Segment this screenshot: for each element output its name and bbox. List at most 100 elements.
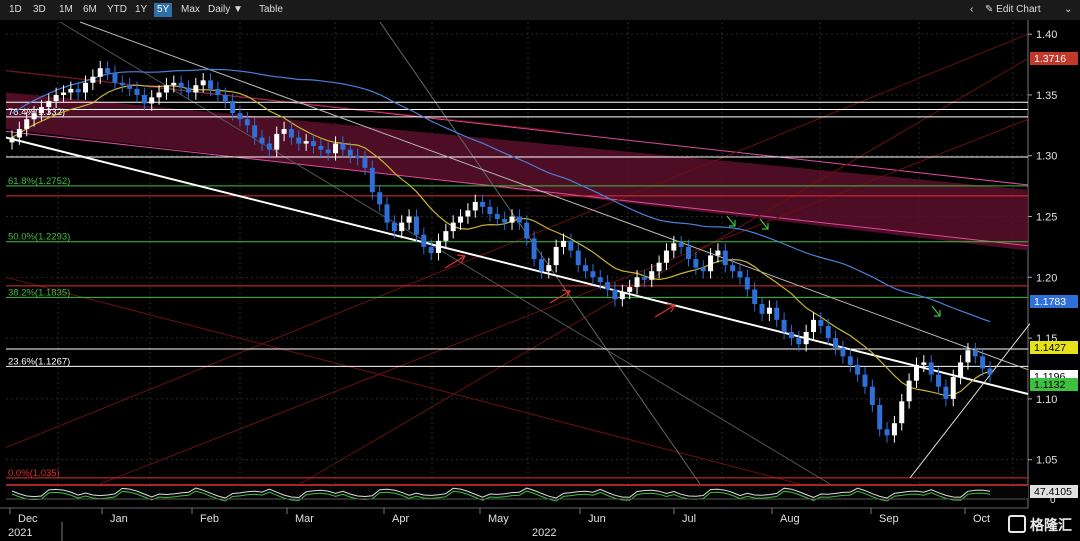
candle-body bbox=[281, 128, 287, 134]
candle-body bbox=[656, 262, 662, 272]
y-tick-label: 1.05 bbox=[1036, 455, 1057, 467]
x-tick-label: Dec bbox=[18, 513, 38, 525]
range-1d[interactable]: 1D bbox=[9, 4, 22, 15]
chevron-down-icon[interactable]: ⌄ bbox=[1064, 4, 1073, 15]
candle-body bbox=[193, 85, 199, 93]
green-arrow-head bbox=[934, 310, 941, 317]
candle-body bbox=[781, 319, 787, 333]
channel-band bbox=[6, 92, 1028, 251]
support-trendline bbox=[5, 136, 1029, 396]
candle-body bbox=[105, 68, 111, 74]
candle-body bbox=[788, 332, 794, 339]
candle-body bbox=[833, 338, 839, 348]
candle-body bbox=[553, 246, 559, 266]
candle-body bbox=[200, 80, 206, 86]
candle-body bbox=[561, 240, 567, 247]
interval-dropdown[interactable]: Daily ▼ bbox=[208, 4, 243, 15]
candle-body bbox=[369, 167, 375, 193]
candle-body bbox=[913, 364, 919, 381]
candle-body bbox=[950, 377, 956, 399]
candle-body bbox=[502, 218, 508, 223]
x-tick-label: Sep bbox=[879, 513, 899, 525]
y-axis-panel bbox=[1028, 20, 1080, 508]
fib-label: 0.0%(1.035) bbox=[8, 468, 60, 479]
candle-body bbox=[428, 246, 434, 253]
y-tick-label: 1.20 bbox=[1036, 272, 1057, 284]
candle-body bbox=[634, 277, 640, 288]
candle-body bbox=[333, 143, 339, 154]
red-arrow-head bbox=[456, 254, 466, 264]
rising-trendline bbox=[909, 323, 1031, 479]
indicator-line-green bbox=[11, 490, 991, 502]
candle-body bbox=[605, 282, 611, 290]
candle-body bbox=[862, 374, 868, 387]
watermark-logo-icon bbox=[1008, 515, 1026, 533]
y-tick-label: 1.25 bbox=[1036, 212, 1057, 224]
chevron-left-icon[interactable]: ‹ bbox=[970, 4, 974, 15]
candle-body bbox=[185, 87, 191, 93]
candle-body bbox=[399, 222, 405, 232]
candle-body bbox=[855, 364, 861, 375]
candle-body bbox=[980, 356, 986, 369]
x-axis-panel bbox=[0, 508, 1080, 541]
candle-body bbox=[303, 141, 309, 144]
range-1y[interactable]: 1Y bbox=[135, 4, 148, 15]
candle-body bbox=[178, 82, 184, 88]
candle-body bbox=[590, 271, 596, 278]
range-max[interactable]: Max bbox=[181, 4, 200, 15]
candle-body bbox=[671, 243, 677, 251]
candle-body bbox=[958, 362, 964, 378]
candles-group bbox=[9, 60, 993, 443]
candle-body bbox=[318, 146, 324, 150]
candle-body bbox=[252, 125, 258, 138]
green-arrow-icon bbox=[931, 305, 941, 317]
candle-body bbox=[244, 119, 250, 126]
price-tag-label: 1.1783 bbox=[1034, 296, 1066, 308]
candle-body bbox=[928, 362, 934, 375]
candle-body bbox=[215, 88, 221, 95]
table-button[interactable]: Table bbox=[259, 4, 283, 15]
candle-body bbox=[60, 92, 66, 95]
x-tick-label: Jun bbox=[588, 513, 606, 525]
range-5y[interactable]: 5Y bbox=[154, 3, 173, 17]
candle-body bbox=[310, 141, 316, 147]
candle-body bbox=[700, 267, 706, 272]
candle-body bbox=[90, 76, 96, 83]
range-ytd[interactable]: YTD bbox=[107, 4, 127, 15]
candle-body bbox=[288, 128, 294, 138]
range-1m[interactable]: 1M bbox=[59, 4, 73, 15]
candle-body bbox=[891, 423, 897, 436]
candle-body bbox=[972, 350, 978, 357]
range-3d[interactable]: 3D bbox=[33, 4, 46, 15]
candle-body bbox=[391, 222, 397, 232]
candle-body bbox=[362, 158, 368, 168]
edit-chart-button[interactable]: ✎ Edit Chart bbox=[985, 4, 1041, 15]
candle-body bbox=[516, 216, 522, 223]
candle-body bbox=[119, 82, 125, 86]
x-tick-label: Mar bbox=[295, 513, 314, 525]
candle-body bbox=[627, 287, 633, 292]
candle-body bbox=[899, 401, 905, 424]
x-tick-label: Oct bbox=[973, 513, 990, 525]
y-tick-label: 1.40 bbox=[1036, 29, 1057, 41]
price-tag-label: 1.1427 bbox=[1034, 342, 1066, 354]
x-tick-label: Feb bbox=[200, 513, 219, 525]
fib-label: 61.8%(1.2752) bbox=[8, 176, 70, 187]
candle-body bbox=[987, 368, 993, 375]
candle-body bbox=[435, 240, 441, 253]
price-tag bbox=[1030, 378, 1078, 391]
candle-body bbox=[222, 94, 228, 102]
candle-body bbox=[906, 380, 912, 402]
candle-body bbox=[686, 246, 692, 260]
red-arrow-icon bbox=[654, 304, 676, 318]
candle-body bbox=[847, 356, 853, 365]
candle-body bbox=[458, 216, 464, 223]
red-arrow-head bbox=[561, 289, 571, 299]
range-6m[interactable]: 6M bbox=[83, 4, 97, 15]
candle-body bbox=[597, 277, 603, 283]
price-tag bbox=[1030, 52, 1078, 65]
candle-body bbox=[494, 214, 500, 219]
candle-body bbox=[752, 289, 758, 305]
candle-body bbox=[296, 137, 302, 144]
candle-body bbox=[141, 94, 147, 104]
